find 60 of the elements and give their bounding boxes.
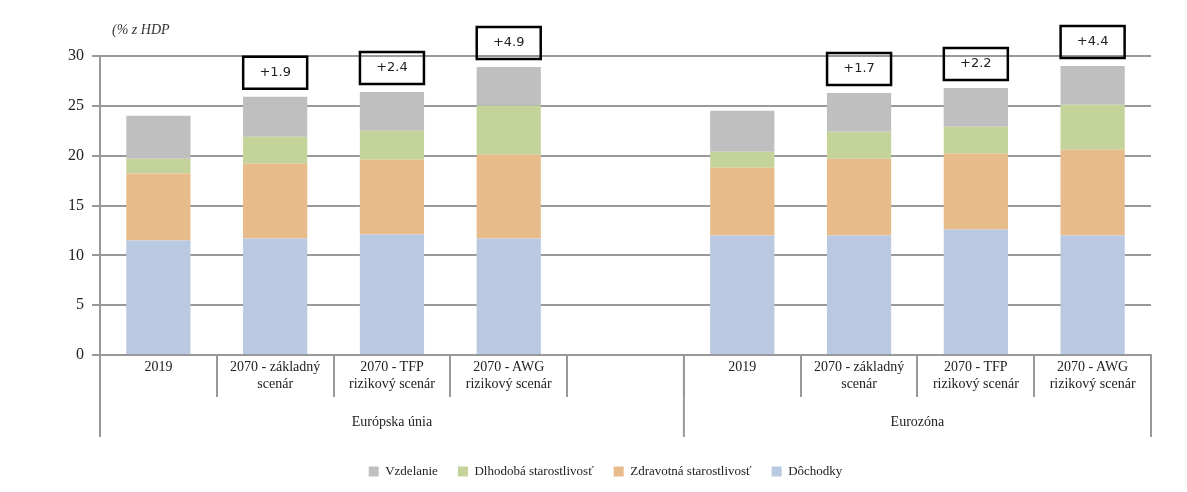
bar bbox=[126, 240, 191, 354]
bar bbox=[826, 92, 892, 132]
y-tick-label: 25 bbox=[68, 96, 84, 114]
y-tick-label: 10 bbox=[68, 245, 84, 263]
bar bbox=[826, 235, 892, 354]
y-tick-label: 20 bbox=[68, 145, 84, 163]
legend-label: Dlhodobá starostlivosť bbox=[474, 462, 595, 478]
annotation: +1.9 bbox=[259, 64, 291, 80]
bar bbox=[243, 136, 308, 164]
x-tick-label: 2019 bbox=[728, 359, 757, 375]
bar bbox=[1060, 104, 1125, 150]
bar bbox=[943, 126, 1008, 154]
bar bbox=[359, 91, 425, 131]
bar bbox=[1060, 149, 1125, 236]
bar bbox=[243, 238, 308, 354]
bar bbox=[359, 130, 425, 160]
text: +4.4 bbox=[1076, 33, 1109, 49]
bar bbox=[943, 153, 1008, 230]
legend-label: Dôchodky bbox=[788, 462, 843, 478]
text: +4.9 bbox=[492, 34, 525, 50]
text: Eurozóna bbox=[890, 413, 946, 429]
bar bbox=[710, 235, 775, 354]
bar bbox=[943, 229, 1008, 354]
bar bbox=[126, 173, 191, 241]
y-axis-title: (% z HDP bbox=[112, 21, 170, 38]
bar bbox=[943, 87, 1008, 127]
bar bbox=[243, 163, 308, 239]
x-tick-label: 2070 - základný scenár bbox=[230, 359, 321, 391]
x-tick-label: 2070 - základný scenár bbox=[813, 359, 905, 391]
bar bbox=[359, 159, 425, 235]
x-tick-label: 2070 - AWG rizikový scenár bbox=[1049, 359, 1136, 391]
annotation: +1.7 bbox=[843, 60, 875, 76]
bar bbox=[243, 96, 308, 137]
bar bbox=[476, 154, 541, 239]
y-tick-label: 0 bbox=[76, 345, 84, 363]
legend-label: Vzdelanie bbox=[385, 462, 439, 478]
y-tick-label: 5 bbox=[76, 295, 84, 313]
bar bbox=[710, 110, 775, 152]
bar bbox=[476, 105, 541, 155]
annotation: +2.4 bbox=[376, 59, 408, 75]
y-tick-label: 30 bbox=[68, 46, 84, 64]
y-tick-label: 15 bbox=[68, 195, 84, 213]
bar bbox=[710, 151, 775, 168]
x-tick-label: 2070 - TFP rizikový scenár bbox=[932, 359, 1020, 391]
bar bbox=[476, 238, 541, 354]
bar bbox=[476, 66, 541, 106]
text: Európska únia bbox=[351, 413, 433, 429]
x-tick-label: 2019 bbox=[144, 359, 173, 375]
x-tick-label: 2070 - AWG rizikový scenár bbox=[465, 359, 553, 391]
bar bbox=[126, 115, 191, 159]
legend-label: Zdravotná starostlivosť bbox=[630, 462, 753, 478]
bar bbox=[710, 167, 775, 236]
x-tick-label: 2070 - TFP rizikový scenár bbox=[348, 359, 436, 391]
bar bbox=[126, 158, 191, 174]
bar bbox=[1060, 65, 1125, 105]
annotation: +2.2 bbox=[960, 55, 992, 71]
bar bbox=[1060, 235, 1125, 354]
bar bbox=[359, 234, 425, 354]
bar bbox=[826, 158, 892, 236]
bar bbox=[826, 131, 892, 159]
